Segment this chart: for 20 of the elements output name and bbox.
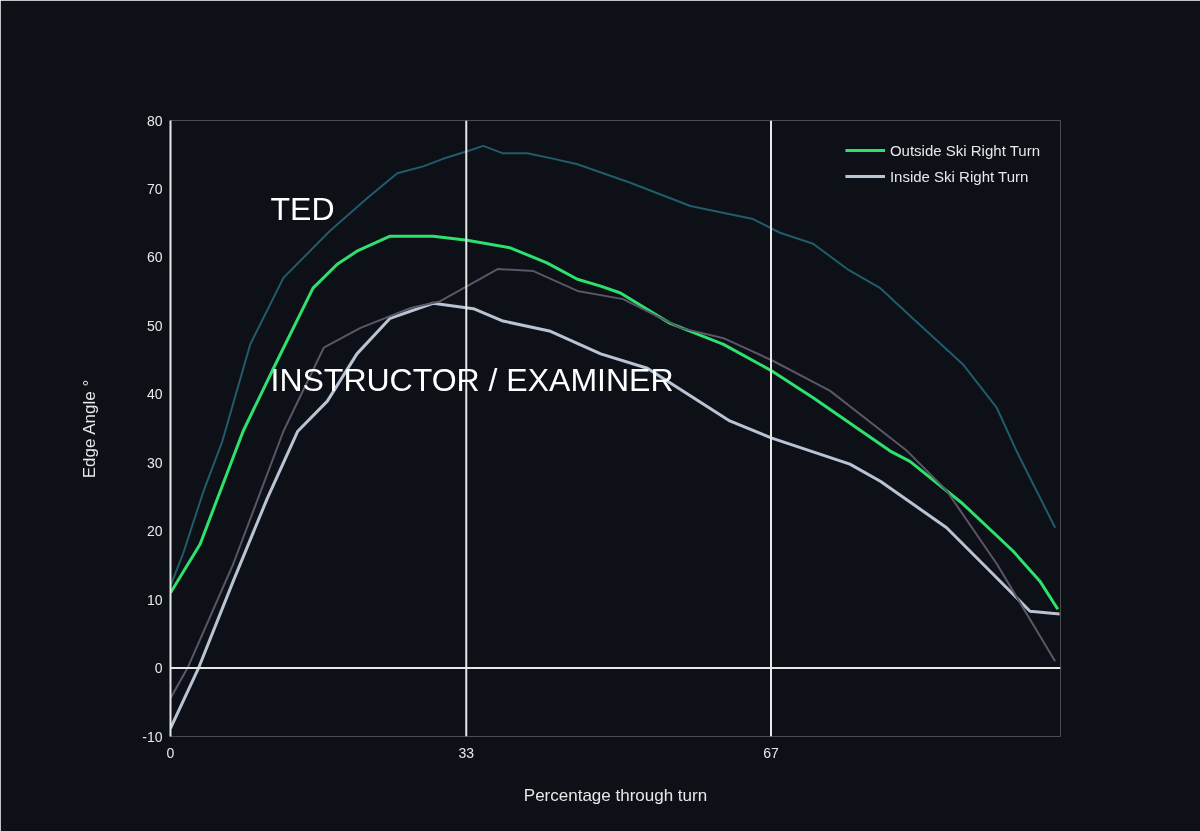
legend-label: Inside Ski Right Turn [889, 167, 1029, 185]
y-tick-label: 10 [146, 591, 163, 608]
x-axis-title: Percentage through turn [523, 785, 708, 805]
y-tick-label: 20 [146, 523, 163, 540]
y-tick-label: 0 [154, 660, 163, 677]
y-tick-label: -10 [142, 728, 163, 745]
x-tick-label: 67 [763, 744, 779, 761]
y-tick-label: 70 [146, 180, 163, 197]
legend-label: Outside Ski Right Turn [889, 141, 1040, 159]
y-tick-label: 60 [146, 249, 163, 266]
annotation: TED [270, 190, 335, 227]
y-tick-label: 40 [146, 386, 163, 403]
line-series [170, 234, 1060, 611]
y-axis-title: Edge Angle ° [80, 379, 100, 479]
x-tick-label: 0 [166, 744, 175, 761]
x-tick-label: 33 [458, 744, 475, 761]
y-tick-label: 30 [146, 454, 163, 471]
y-tick-label: 50 [146, 317, 163, 334]
y-tick-label: 80 [146, 112, 163, 129]
line-series [170, 144, 1057, 587]
